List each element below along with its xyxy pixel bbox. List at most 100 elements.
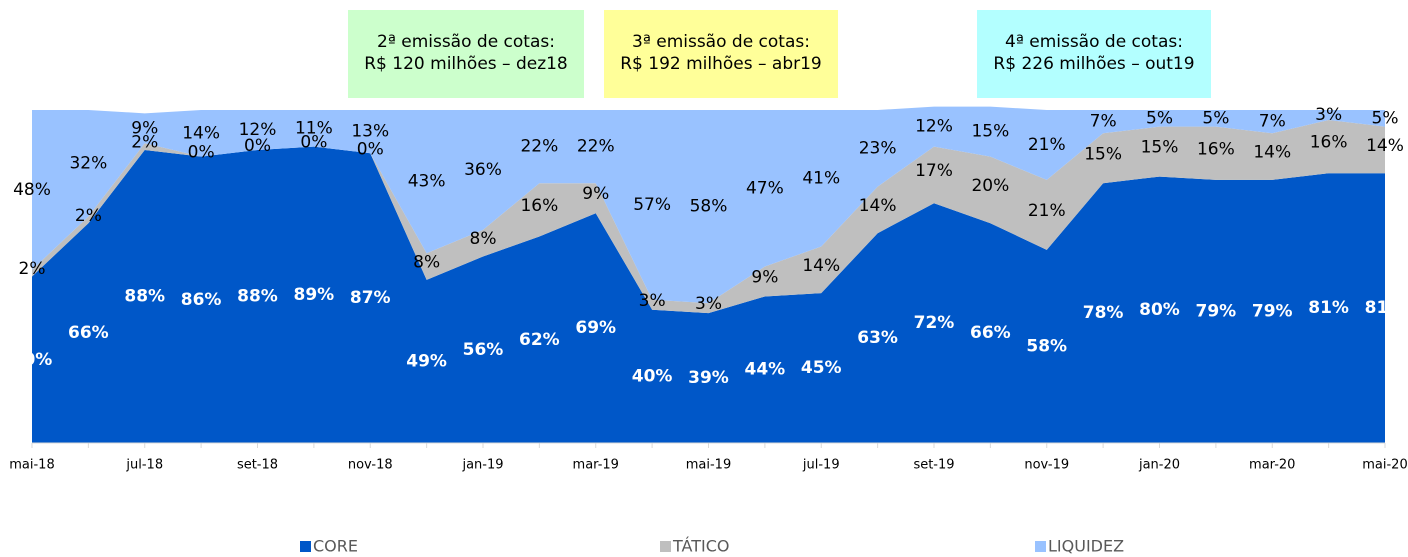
data-label: 8%: [470, 229, 497, 249]
data-label: 0%: [188, 143, 215, 163]
annotation-text: R$ 192 milhões – abr19: [620, 54, 822, 74]
x-tick-label: nov-19: [1024, 458, 1069, 473]
data-label: 21%: [1028, 201, 1066, 221]
data-label: 87%: [350, 288, 391, 308]
data-label: 88%: [237, 286, 278, 306]
data-label: 72%: [914, 313, 955, 333]
legend-swatch: [300, 541, 311, 552]
data-label: 89%: [294, 285, 335, 305]
data-label: 36%: [464, 160, 502, 180]
data-label: 22%: [577, 137, 615, 157]
legend-label: LIQUIDEZ: [1048, 537, 1124, 556]
data-label: 78%: [1083, 303, 1124, 323]
x-tick-label: mai-18: [9, 458, 54, 473]
data-label: 2%: [75, 206, 102, 226]
annotation-box: [604, 10, 838, 98]
x-tick-label: mai-19: [686, 458, 731, 473]
data-label: 0%: [357, 139, 384, 159]
data-label: 17%: [915, 161, 953, 181]
x-tick-label: jul-18: [125, 458, 163, 473]
area: [32, 146, 1385, 443]
x-tick-label: set-18: [237, 458, 278, 473]
data-label: 57%: [633, 195, 671, 215]
data-label: 9%: [582, 184, 609, 204]
data-label: 69%: [575, 318, 616, 338]
annotation-text: 3ª emissão de cotas:: [632, 32, 810, 52]
data-label: 14%: [859, 196, 897, 216]
annotation-text: 2ª emissão de cotas:: [377, 32, 555, 52]
data-label: 81%: [1308, 298, 1349, 318]
annotation-box: [348, 10, 584, 98]
data-label: 63%: [857, 328, 898, 348]
data-label: 66%: [68, 323, 109, 343]
x-tick-label: mar-20: [1249, 458, 1295, 473]
data-label: 39%: [688, 368, 729, 388]
data-label: 45%: [801, 358, 842, 378]
data-label: 3%: [639, 291, 666, 311]
data-label: 12%: [915, 117, 953, 137]
data-label: 22%: [520, 137, 558, 157]
area: [32, 119, 1385, 314]
data-label: 16%: [1197, 139, 1235, 159]
data-label: 5%: [1146, 108, 1173, 128]
data-label: 79%: [1252, 301, 1293, 321]
data-label: 32%: [69, 153, 107, 173]
data-label: 48%: [13, 180, 51, 200]
x-tick-label: mai-20: [1362, 458, 1407, 473]
x-tick-label: jul-19: [802, 458, 840, 473]
data-label: 40%: [632, 366, 673, 386]
data-label: 41%: [802, 168, 840, 188]
x-tick-label: mar-19: [573, 458, 619, 473]
data-label: 86%: [181, 290, 222, 310]
data-label: 79%: [1196, 301, 1237, 321]
data-label: 56%: [463, 340, 504, 360]
data-label: 11%: [295, 118, 333, 138]
data-label: 9%: [751, 267, 778, 287]
data-label: 16%: [1310, 133, 1348, 153]
data-label: 14%: [1366, 136, 1404, 156]
data-label: 58%: [1026, 336, 1067, 356]
data-label: 7%: [1090, 112, 1117, 132]
data-label: 0%: [244, 136, 271, 156]
data-label: 47%: [746, 178, 784, 198]
data-label: 14%: [182, 123, 220, 143]
data-label: 14%: [802, 256, 840, 276]
data-label: 43%: [408, 172, 446, 192]
annotation-text: R$ 226 milhões – out19: [993, 54, 1194, 74]
data-label: 62%: [519, 330, 560, 350]
data-label: 8%: [413, 253, 440, 273]
data-label: 49%: [406, 351, 447, 371]
data-label: 88%: [124, 286, 165, 306]
annotation-text: 4ª emissão de cotas:: [1005, 32, 1183, 52]
data-label: 44%: [745, 360, 786, 380]
x-tick-label: jan-19: [461, 458, 503, 473]
area: [32, 106, 1385, 304]
data-label: 12%: [239, 120, 277, 140]
data-label: 81%: [1365, 298, 1406, 318]
data-label: 20%: [971, 176, 1009, 196]
annotation-text: R$ 120 milhões – dez18: [364, 54, 568, 74]
x-tick-label: set-19: [913, 458, 954, 473]
data-label: 2%: [19, 259, 46, 279]
data-label: 5%: [1202, 108, 1229, 128]
data-label: 3%: [695, 294, 722, 314]
x-tick-label: jan-20: [1138, 458, 1180, 473]
data-label: 50%: [12, 350, 53, 370]
data-label: 13%: [351, 122, 389, 142]
data-label: 58%: [690, 197, 728, 217]
data-label: 9%: [131, 118, 158, 138]
legend-label: CORE: [313, 537, 358, 556]
x-tick-label: nov-18: [348, 458, 393, 473]
data-label: 23%: [859, 138, 897, 158]
data-label: 14%: [1253, 143, 1291, 163]
data-label: 15%: [1084, 144, 1122, 164]
legend-label: TÁTICO: [672, 537, 730, 556]
data-label: 5%: [1372, 108, 1399, 128]
annotation-box: [977, 10, 1211, 98]
data-label: 21%: [1028, 135, 1066, 155]
data-label: 80%: [1139, 300, 1180, 320]
data-label: 3%: [1315, 105, 1342, 125]
data-label: 7%: [1259, 112, 1286, 132]
data-label: 16%: [520, 196, 558, 216]
